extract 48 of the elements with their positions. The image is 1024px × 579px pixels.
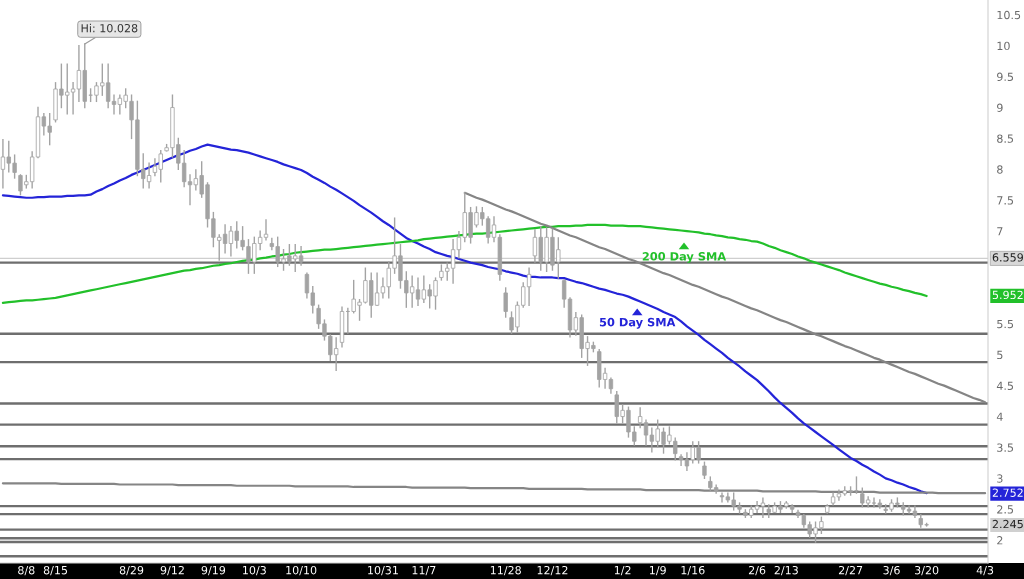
annotation: 2.245: [992, 519, 1023, 529]
y-tick-label: 4.5: [996, 381, 1014, 391]
annotation: 5.952: [992, 290, 1023, 300]
x-tick-label: 3/20: [914, 565, 939, 576]
x-tick-label: 2/6: [748, 565, 766, 576]
y-tick-label: 4: [996, 412, 1003, 421]
x-tick-label: 2/27: [838, 565, 863, 576]
ref-line-label: 6.559: [992, 253, 1023, 262]
x-tick-label: 9/19: [201, 565, 226, 576]
y-tick-label: 10.5: [997, 10, 1021, 20]
x-tick-label: 12/12: [537, 565, 568, 576]
x-tick-label: 9/12: [160, 565, 184, 576]
y-tick-label: 5: [997, 350, 1003, 360]
legend-label: 200 Day SMA: [642, 252, 727, 263]
candlestick: [503, 287, 508, 318]
y-tick-label: 8.5: [997, 134, 1014, 143]
x-tick-label: 10/3: [243, 565, 266, 576]
x-tick-label: 10/10: [286, 565, 317, 576]
annotation: Hi: 10.028: [81, 23, 138, 33]
candlestick: [760, 497, 766, 518]
x-tick-label: 1/2: [614, 565, 631, 576]
line-series: [463, 191, 987, 404]
y-tick-label: 3: [997, 474, 1003, 483]
y-tick-label: 5.5: [997, 319, 1014, 329]
x-tick-label: 3/6: [883, 565, 900, 576]
x-tick-label: 1/16: [681, 565, 705, 576]
y-tick-label: 9.5: [997, 72, 1014, 82]
x-tick-label: 8/15: [43, 565, 68, 576]
x-tick-label: 4/3: [976, 565, 994, 576]
y-tick-label: 2.5: [997, 505, 1014, 514]
y-tick-label: 3.5: [997, 443, 1014, 452]
y-tick-label: 8: [997, 165, 1003, 174]
x-tick-label: 11/7: [412, 566, 436, 576]
candlestick: [912, 505, 918, 518]
x-tick-label: 10/31: [368, 565, 398, 576]
y-tick-label: 7: [997, 227, 1003, 236]
x-tick-label: 1/9: [649, 565, 666, 576]
candlestick: [678, 454, 684, 467]
x-tick-label: 11/28: [490, 565, 521, 576]
x-tick-label: 8/29: [119, 565, 144, 576]
x-tick-label: 8/8: [18, 565, 35, 576]
annotation: 2.752: [992, 488, 1023, 497]
x-tick-label: 2/13: [774, 565, 798, 576]
legend-label: 50 Day SMA: [599, 317, 676, 329]
y-tick-label: 7.5: [997, 196, 1014, 205]
y-tick-label: 9: [997, 103, 1003, 112]
y-tick-label: 2: [997, 536, 1003, 545]
y-tick-label: 10: [997, 41, 1010, 51]
